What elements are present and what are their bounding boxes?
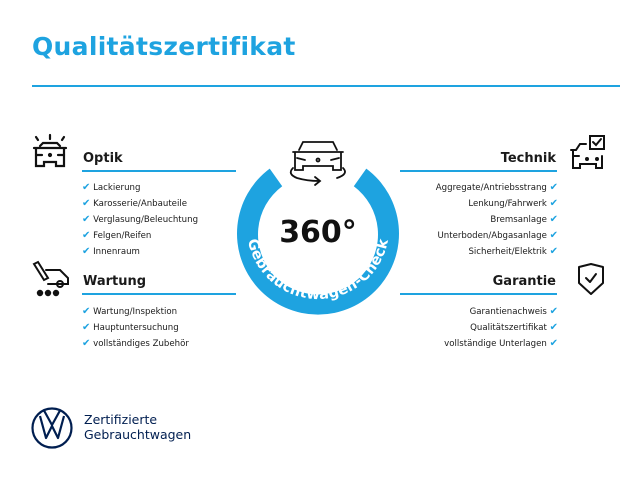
- check-icon: ✔: [82, 338, 91, 349]
- check-icon: ✔: [82, 230, 91, 241]
- section-divider-wartung: [82, 293, 236, 295]
- garantie-list: Garantienachweis ✔ Qualitätszertifikat ✔…: [444, 304, 558, 352]
- check-icon: ✔: [82, 322, 91, 333]
- title-divider: [32, 85, 620, 87]
- check-icon: ✔: [549, 182, 558, 193]
- list-item: Aggregate/Antriebsstrang ✔: [435, 182, 558, 193]
- technik-list: Aggregate/Antriebsstrang ✔ Lenkung/Fahrw…: [436, 180, 558, 260]
- list-item: Lenkung/Fahrwerk ✔: [468, 198, 558, 209]
- check-360-badge: Gebrauchtwagen-Check 360°: [237, 141, 399, 315]
- vw-logo: [31, 407, 73, 449]
- list-item: ✔ Karosserie/Anbauteile: [82, 198, 188, 209]
- list-item: Qualitätszertifikat ✔: [470, 322, 558, 333]
- check-icon: ✔: [82, 214, 91, 225]
- list-item: vollständige Unterlagen ✔: [444, 338, 558, 349]
- list-item: ✔ Innenraum: [82, 246, 140, 257]
- section-divider-garantie: [400, 293, 557, 295]
- list-item: ✔ Hauptuntersuchung: [82, 322, 179, 333]
- service-van-tool-icon: [32, 260, 69, 297]
- check-icon: ✔: [549, 338, 558, 349]
- list-item: Unterboden/Abgasanlage ✔: [437, 230, 559, 241]
- list-item: ✔ Verglasung/Beleuchtung: [82, 214, 199, 225]
- car-360-rotate-icon: [289, 141, 346, 186]
- section-title-garantie: Garantie: [492, 274, 556, 289]
- car-lights-icon: [32, 133, 68, 168]
- list-item: Garantienachweis ✔: [469, 306, 558, 317]
- car-checkbox-icon: [570, 135, 605, 169]
- wartung-list: ✔ Wartung/Inspektion ✔ Hauptuntersuchung…: [82, 304, 189, 352]
- section-divider-optik: [82, 170, 236, 172]
- page-title: Qualitätszertifikat: [32, 32, 296, 61]
- section-divider-technik: [400, 170, 557, 172]
- check-icon: ✔: [549, 198, 558, 209]
- check-icon: ✔: [82, 306, 91, 317]
- check-icon: ✔: [82, 246, 91, 257]
- check-icon: ✔: [549, 246, 558, 257]
- section-title-optik: Optik: [83, 151, 123, 166]
- check-icon: ✔: [549, 322, 558, 333]
- section-title-technik: Technik: [500, 151, 556, 166]
- optik-list: ✔ Lackierung ✔ Karosserie/Anbauteile ✔ V…: [82, 180, 198, 260]
- brand-text: Zertifizierte Gebrauchtwagen: [84, 412, 192, 442]
- list-item: ✔ Wartung/Inspektion: [82, 306, 178, 317]
- list-item: ✔ Lackierung: [82, 182, 141, 193]
- check-icon: ✔: [82, 198, 91, 209]
- check-icon: ✔: [549, 214, 558, 225]
- section-title-wartung: Wartung: [83, 274, 147, 289]
- check-icon: ✔: [549, 306, 558, 317]
- check-icon: ✔: [549, 230, 558, 241]
- 360-label: 360°: [279, 215, 357, 250]
- list-item: ✔ Felgen/Reifen: [82, 230, 152, 241]
- check-icon: ✔: [82, 182, 91, 193]
- list-item: Bremsanlage ✔: [490, 214, 558, 225]
- shield-check-icon: [578, 263, 604, 295]
- list-item: Sicherheit/Elektrik ✔: [468, 246, 558, 257]
- list-item: ✔ vollständiges Zubehör: [82, 338, 189, 349]
